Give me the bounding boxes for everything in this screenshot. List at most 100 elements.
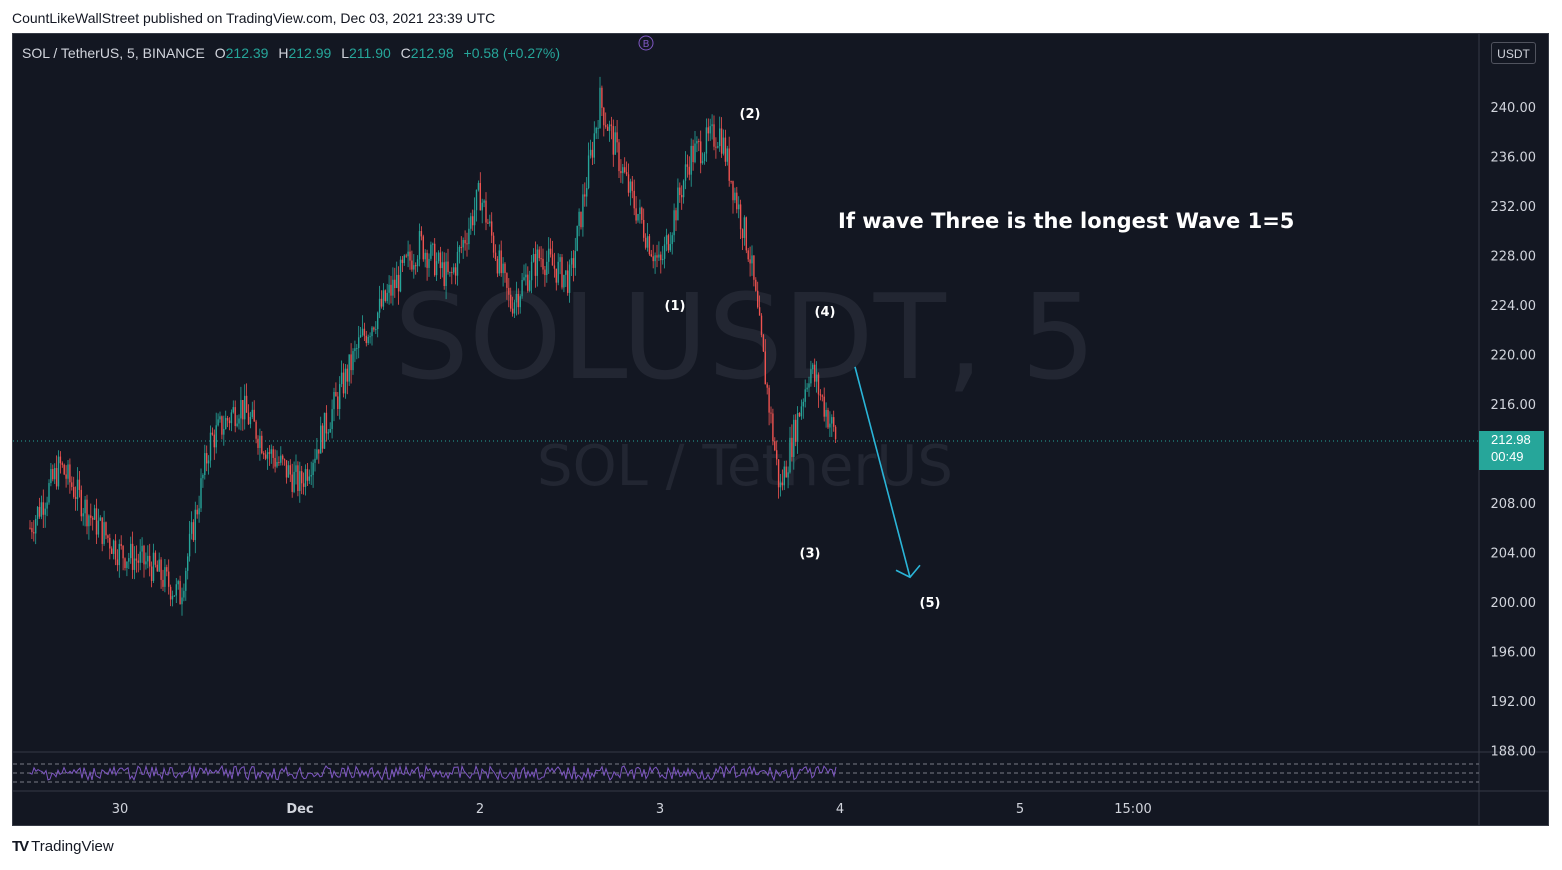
candle-body xyxy=(192,522,195,541)
wave-label: (2) xyxy=(740,107,761,122)
candle-body xyxy=(194,509,196,541)
time-axis[interactable]: 30 Dec 2 3 4 5 15:00 xyxy=(112,802,1152,817)
candle-body xyxy=(720,128,723,154)
candle-body xyxy=(523,277,525,281)
candle-body xyxy=(479,182,481,211)
candle-body xyxy=(559,257,561,262)
candle-body xyxy=(608,124,611,131)
candle-body xyxy=(230,412,233,424)
candle-body xyxy=(50,469,52,484)
candle-body xyxy=(207,460,210,464)
time-tick-label: 3 xyxy=(656,802,664,817)
candle-body xyxy=(42,502,44,515)
candle-body xyxy=(483,200,485,203)
candle-body xyxy=(648,236,651,255)
candle-body xyxy=(183,590,185,598)
candle-body xyxy=(399,259,402,292)
candle-body xyxy=(650,254,652,257)
candle-body xyxy=(137,560,139,563)
candle-body xyxy=(692,145,694,163)
candle-body xyxy=(223,428,225,435)
candle-body xyxy=(749,259,751,264)
candle-body xyxy=(458,246,461,252)
candle-body xyxy=(673,210,675,236)
candle-body xyxy=(240,399,242,419)
wave-label: (1) xyxy=(665,299,686,314)
candle-body xyxy=(380,298,383,307)
candle-body xyxy=(656,255,658,258)
candle-body xyxy=(185,570,187,591)
candle-body xyxy=(38,507,41,517)
candle-body xyxy=(555,268,557,283)
axis-separators xyxy=(13,34,1548,825)
candle-body xyxy=(152,552,155,581)
candle-body xyxy=(312,462,314,475)
candle-body xyxy=(787,472,789,478)
candle-body xyxy=(44,508,46,515)
symbol-legend[interactable]: SOL / TetherUS, 5, BINANCE O212.39 H212.… xyxy=(22,45,560,61)
candle-body xyxy=(84,499,86,514)
candle-body xyxy=(711,124,713,127)
candle-body xyxy=(371,327,373,337)
candle-body xyxy=(464,239,466,244)
rsi-indicator xyxy=(13,763,1479,783)
wave-annotation: If wave Three is the longest Wave 1=5 xyxy=(838,209,1294,233)
candle-body xyxy=(643,219,645,238)
candle-body xyxy=(331,409,333,429)
candle-body xyxy=(515,294,518,303)
price-axis[interactable]: 240.00 236.00 232.00 228.00 224.00 220.00 216.… xyxy=(1491,101,1537,760)
time-tick-label: Dec xyxy=(286,802,313,817)
candle-body xyxy=(63,464,65,475)
candle-body xyxy=(437,252,440,262)
candle-body xyxy=(154,552,157,565)
candle-body xyxy=(264,454,267,459)
candle-body xyxy=(612,126,614,155)
candle-body xyxy=(485,200,487,223)
candle-body xyxy=(105,522,107,536)
candle-body xyxy=(268,452,271,454)
candle-body xyxy=(131,543,134,570)
high-label: H xyxy=(278,45,289,61)
candle-body xyxy=(707,127,709,134)
candle-body xyxy=(69,464,71,483)
candle-body xyxy=(494,252,497,259)
candle-body xyxy=(572,258,575,268)
candle-body xyxy=(111,548,113,554)
chart-frame[interactable] xyxy=(12,33,1549,826)
candle-body xyxy=(519,296,521,308)
candle-body xyxy=(496,258,499,274)
candle-body xyxy=(213,434,215,448)
candle-body xyxy=(812,364,814,370)
candle-body xyxy=(679,187,681,196)
candle-body xyxy=(472,216,474,226)
bar-countdown: 00:49 xyxy=(1491,449,1524,464)
candle-body xyxy=(200,478,202,509)
candle-body xyxy=(35,518,37,534)
candle-body xyxy=(758,307,761,316)
candle-body xyxy=(698,141,700,143)
candle-body xyxy=(587,155,590,189)
currency-button[interactable]: USDT xyxy=(1491,42,1536,64)
candle-body xyxy=(266,452,269,459)
candle-body xyxy=(791,437,793,457)
candle-body xyxy=(776,450,778,460)
candle-body xyxy=(291,474,293,492)
candle-body xyxy=(365,335,367,344)
arrow-head xyxy=(895,564,921,579)
candle-body xyxy=(318,449,320,454)
candle-body xyxy=(605,125,607,127)
watermark: SOLUSDT, 5 SOL / TetherUS xyxy=(394,268,1096,499)
candle-body xyxy=(453,267,455,273)
candle-body xyxy=(456,251,459,276)
candle-body xyxy=(426,252,428,268)
candle-body xyxy=(363,328,366,336)
footer[interactable]: TV TradingView xyxy=(12,838,114,855)
candle-body xyxy=(411,260,413,270)
candle-body xyxy=(671,235,673,245)
candle-body xyxy=(126,561,128,568)
candle-body xyxy=(582,194,584,228)
candle-body xyxy=(764,351,766,385)
candle-body xyxy=(827,409,829,428)
candle-body xyxy=(54,468,56,480)
